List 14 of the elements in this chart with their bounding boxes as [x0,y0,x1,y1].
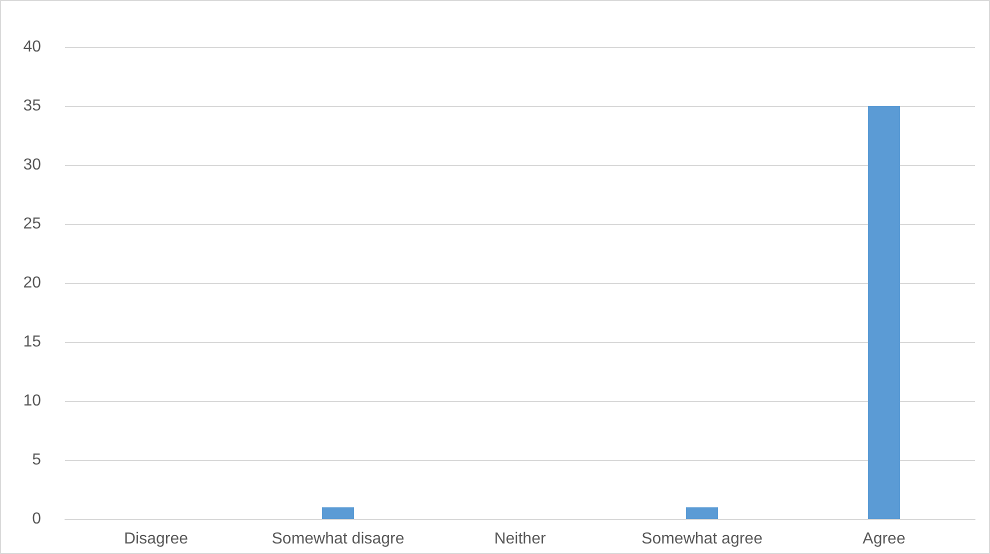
y-tick-label: 0 [32,510,42,528]
y-tick-label: 35 [23,98,42,114]
y-tick-label: 20 [23,274,42,292]
x-tick-label: Neither [494,530,546,548]
y-tick-label: 25 [23,216,42,232]
y-tick-label: 30 [23,156,42,174]
x-tick-label: Agree [862,530,906,548]
y-tick-label: 10 [23,392,42,410]
x-tick-label: Disagree [124,530,188,548]
y-tick-label: 15 [23,334,42,350]
y-tick-label: 5 [32,452,42,468]
y-tick-label: 40 [23,38,42,56]
x-tick-label: Somewhat agree [642,530,763,548]
x-tick-label: Somewhat disagre [272,530,404,548]
